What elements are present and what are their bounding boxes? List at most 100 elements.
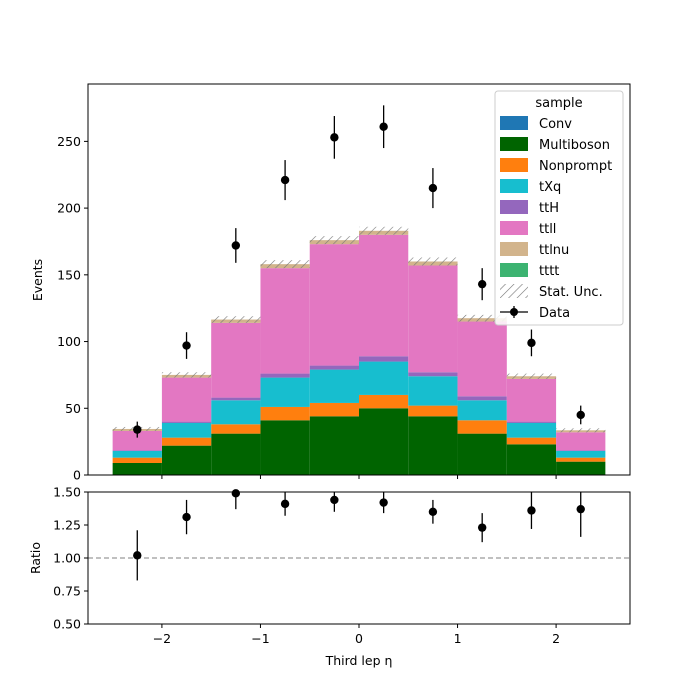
data-point-7 [477, 279, 487, 289]
ratio-y-tick-label: 1.00 [53, 551, 81, 566]
ratio-y-axis-title: Ratio [28, 542, 43, 574]
main-y-tick-label: 150 [57, 267, 81, 282]
main-x-ticks [161, 475, 557, 479]
legend-label-conv: Conv [539, 117, 572, 132]
ratio-point-5 [379, 498, 388, 507]
stat-unc-bin-2 [211, 316, 261, 323]
data-point-9 [576, 410, 585, 420]
bar-ttll-bin-6 [408, 265, 458, 373]
bar-txq-bin-5 [359, 361, 409, 395]
legend-label-tttt: tttt [539, 264, 559, 279]
ratio-point-0 [133, 551, 142, 560]
bar-ttll-bin-5 [359, 234, 409, 357]
data-point-2 [231, 241, 241, 250]
bar-txq-bin-2 [211, 400, 261, 425]
main-y-tick-label: 50 [65, 401, 81, 416]
bar-nonprompt-bin-5 [359, 394, 409, 409]
stat-unc-bin-9 [556, 428, 606, 433]
bar-multiboson-bin-0 [112, 462, 162, 475]
bar-tth-bin-4 [309, 365, 359, 370]
legend: sample Conv Multiboson Nonprompt tXq ttH ttll… [494, 90, 624, 326]
bar-nonprompt-bin-3 [260, 406, 310, 421]
bar-multiboson-bin-5 [359, 408, 409, 475]
legend-swatch-tttt [500, 263, 528, 277]
legend-entries: Conv Multiboson Nonprompt tXq ttH ttll ttlnu tt… [500, 116, 612, 321]
bar-nonprompt-bin-6 [408, 405, 458, 417]
legend-label-tth: ttH [539, 201, 559, 216]
main-y-axis-title: Events [30, 259, 45, 301]
legend-label-data: Data [539, 306, 570, 321]
bar-ttll-bin-0 [112, 430, 162, 451]
bar-tth-bin-3 [260, 373, 310, 378]
bar-txq-bin-0 [112, 450, 162, 458]
legend-label-multiboson: Multiboson [539, 138, 610, 153]
bar-txq-bin-1 [161, 422, 212, 438]
bar-tth-bin-5 [359, 356, 409, 362]
x-axis-title: Third lep η [325, 653, 393, 668]
bar-tth-bin-8 [506, 421, 557, 423]
bar-nonprompt-bin-8 [506, 437, 557, 445]
ratio-y-tick-label: 1.25 [53, 518, 81, 533]
main-y-tick-label: 250 [57, 134, 81, 149]
bar-multiboson-bin-3 [260, 420, 310, 475]
bar-nonprompt-bin-2 [211, 424, 261, 434]
legend-label-nonprompt: Nonprompt [539, 159, 612, 174]
data-point-0 [133, 425, 142, 434]
bar-tth-bin-9 [556, 450, 606, 451]
ratio-y-ticks: 0.50 0.75 1.00 1.25 1.50 [53, 485, 88, 632]
bar-multiboson-bin-1 [161, 445, 212, 475]
bar-txq-bin-6 [408, 376, 458, 406]
bar-multiboson-bin-2 [211, 433, 261, 475]
main-y-tick-label: 100 [57, 334, 81, 349]
ratio-y-tick-label: 0.75 [53, 584, 81, 599]
ratio-point-2 [231, 489, 241, 498]
stacked-bars [112, 230, 606, 475]
bar-multiboson-bin-4 [309, 416, 359, 475]
ratio-x-ticks: −2 −1 0 1 2 [153, 624, 560, 646]
bar-tth-bin-7 [457, 396, 507, 401]
data-point-6 [428, 183, 438, 193]
bar-ttll-bin-1 [161, 377, 212, 422]
ratio-point-3 [280, 499, 290, 509]
bar-nonprompt-bin-0 [112, 457, 162, 463]
legend-swatch-conv [500, 116, 528, 130]
stat-unc-bin-1 [161, 372, 212, 378]
main-y-ticks: 0 50 100 150 200 250 [57, 134, 88, 483]
bar-multiboson-bin-6 [408, 416, 458, 475]
ratio-point-1 [182, 512, 191, 522]
bar-nonprompt-bin-1 [161, 437, 212, 446]
ratio-point-8 [527, 506, 536, 515]
main-plot: 0 50 100 150 200 250 Events sample Conv Multib… [30, 83, 631, 483]
data-points [133, 105, 585, 438]
stat-unc-bin-3 [260, 260, 310, 269]
bar-tth-bin-6 [408, 372, 458, 377]
bar-tth-bin-0 [112, 450, 162, 451]
ratio-point-4 [330, 495, 339, 505]
bar-tth-bin-1 [161, 421, 212, 423]
stat-unc-bin-5 [359, 226, 409, 235]
legend-swatch-data-marker [510, 308, 518, 316]
stat-unc-bin-7 [457, 314, 507, 322]
ratio-y-tick-label: 0.50 [53, 617, 81, 632]
bar-ttll-bin-3 [260, 268, 310, 374]
bar-nonprompt-bin-4 [309, 402, 359, 417]
ratio-points [133, 489, 585, 581]
bar-txq-bin-7 [457, 400, 507, 421]
ratio-point-6 [428, 507, 438, 516]
bar-ttll-bin-4 [309, 244, 359, 366]
bar-ttll-bin-2 [211, 322, 261, 398]
x-tick-label: −1 [251, 631, 269, 646]
legend-swatch-nonprompt [500, 158, 528, 172]
ratio-point-7 [477, 523, 487, 532]
main-y-tick-label: 0 [73, 468, 81, 483]
bar-multiboson-bin-7 [457, 433, 507, 475]
bar-txq-bin-3 [260, 377, 310, 407]
legend-label-stat-unc-: Stat. Unc. [539, 285, 603, 300]
legend-swatch-txq [500, 179, 528, 193]
x-tick-label: −2 [153, 631, 171, 646]
data-point-1 [182, 341, 191, 350]
data-point-5 [379, 122, 388, 131]
legend-swatch-ttlnu [500, 242, 528, 256]
bar-txq-bin-8 [506, 422, 557, 438]
